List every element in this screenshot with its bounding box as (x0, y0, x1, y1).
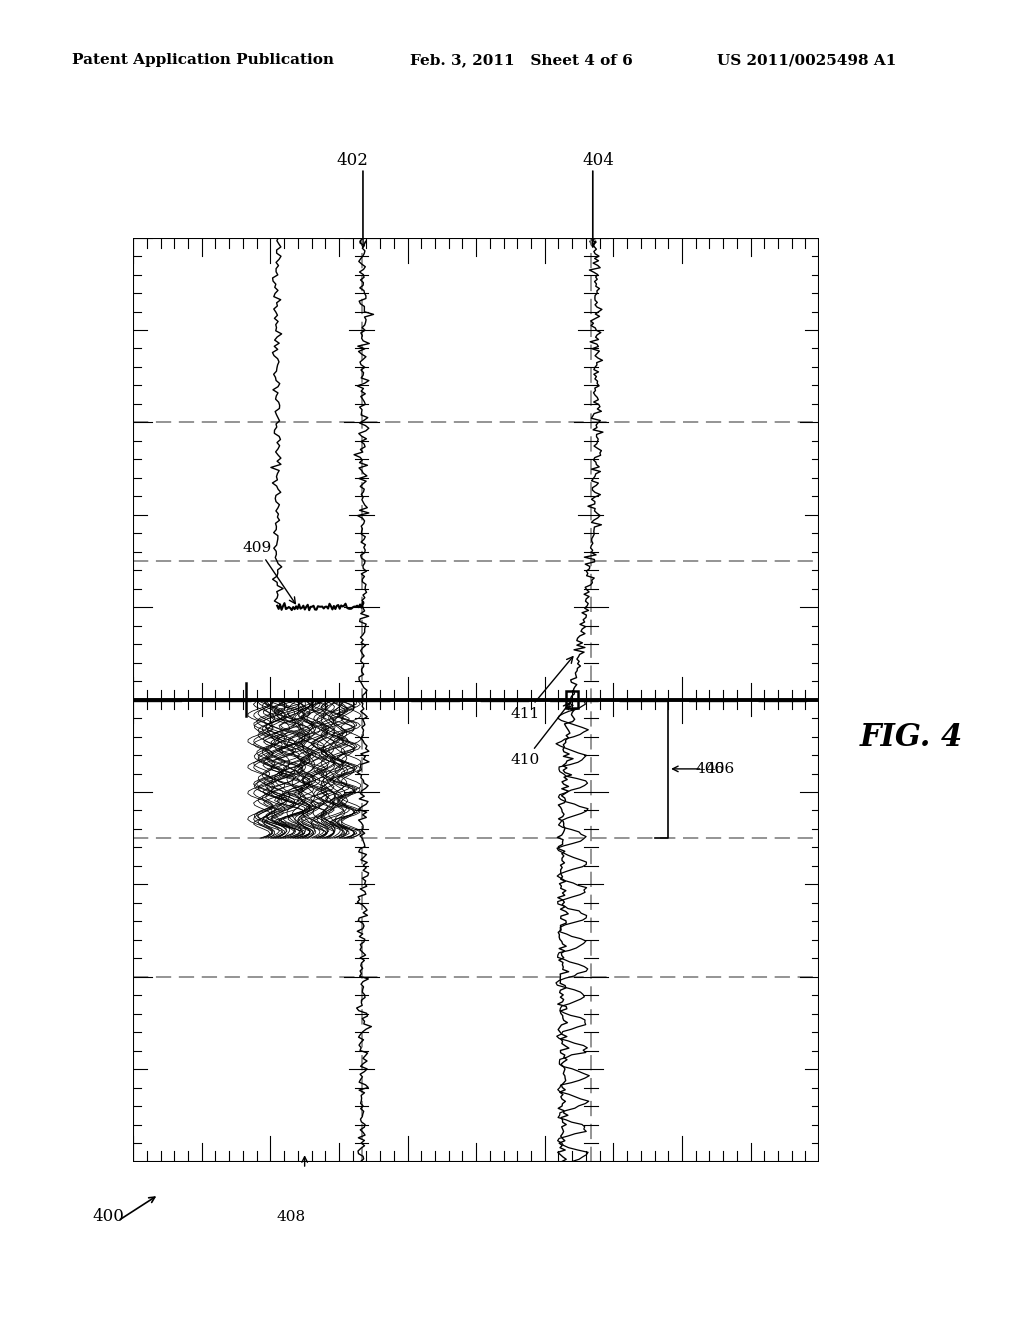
Text: 406: 406 (695, 762, 725, 776)
Text: US 2011/0025498 A1: US 2011/0025498 A1 (717, 53, 896, 67)
Text: 411: 411 (511, 657, 572, 721)
Text: 410: 410 (511, 704, 569, 767)
Text: 409: 409 (243, 541, 295, 603)
Text: 406: 406 (706, 762, 735, 776)
Text: Feb. 3, 2011   Sheet 4 of 6: Feb. 3, 2011 Sheet 4 of 6 (410, 53, 633, 67)
Text: FIG. 4: FIG. 4 (860, 722, 964, 752)
Text: 400: 400 (92, 1208, 124, 1225)
Text: Patent Application Publication: Patent Application Publication (72, 53, 334, 67)
Text: 402: 402 (337, 152, 369, 169)
Text: 408: 408 (276, 1210, 305, 1224)
Text: 404: 404 (582, 152, 613, 169)
